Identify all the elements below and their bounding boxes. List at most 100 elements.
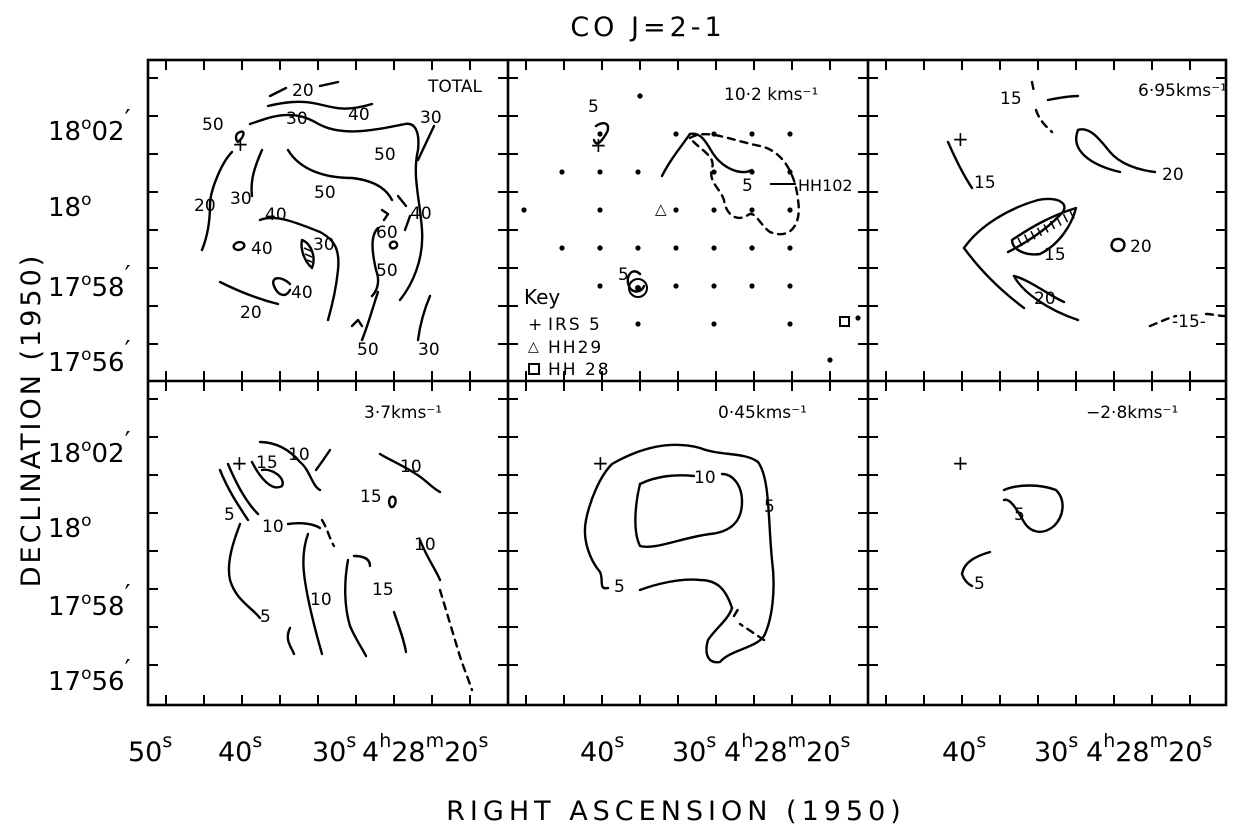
panel-label-vm28: −2·8kms⁻¹ [1086,403,1178,423]
clabel: 5 [1014,505,1025,525]
clabel: 30 [420,108,442,128]
key-symbol-hh28 [528,363,540,375]
clabel: 10 [694,468,716,488]
contour-5-left [218,468,250,522]
contour-30-low [416,294,432,342]
irs5-marker: + [952,127,969,151]
contour-15-left [946,140,974,190]
observed-points [521,93,861,363]
panel-frames [146,58,1228,707]
observed-point [597,245,603,251]
contour-40-mid [258,216,340,322]
contour-50-mid [286,148,394,202]
clabel: 10 [414,535,436,555]
tick-marks [148,60,1226,705]
clabel: 5 [742,176,753,196]
hh102-label: HH102 [798,176,853,195]
observed-point [673,245,679,251]
x-axis-label: RIGHT ASCENSION (1950) [446,796,906,827]
contour-5-outer [227,522,262,620]
observed-point [749,283,755,289]
panel-vm28: −2·8kms⁻¹ 5 5 + [952,403,1178,594]
observed-point [787,169,793,175]
contour-5-ridge [660,132,692,178]
ra-label-30-c2: 30s [672,730,716,768]
clabel: 50 [202,115,224,135]
contour-20-upper-inner [1075,128,1122,174]
clabel: 30 [230,189,252,209]
hh29-marker: △ [655,200,667,218]
clabel: 15 [1044,245,1066,265]
observed-point [673,283,679,289]
panel-label-v045: 0·45kms⁻¹ [718,403,807,423]
observed-point [749,207,755,213]
clabel: 15 [974,173,996,193]
panel-v10: 10·2 kms⁻¹ HH102 5 5 5 + △ Key + IRS 5 △… [521,85,861,380]
contour-50-low [360,290,380,342]
hatch-marks-total [303,247,313,263]
contour-15-spine-top [352,554,372,568]
clabel: 5 [260,607,271,627]
observed-point [597,131,603,137]
dec-label-17-58-b: 17o58′ [48,580,131,622]
observed-point [787,245,793,251]
clabel: 40 [265,205,287,225]
contour-hatched-mid [1010,206,1078,256]
observed-point [749,131,755,137]
clabel: 15 [256,453,278,473]
clabel: 50 [376,261,398,281]
dec-tick-labels-top: 18o02′ 18o 17o58′ 17o56′ [48,105,131,378]
observed-point [711,283,717,289]
contour-15-top [1046,94,1080,102]
ra-tick-labels: 50s 40s 30s 4h28m20s 40s 30s 4h28m20s 40… [128,730,1212,768]
clabel: 30 [286,109,308,129]
clabel: 10 [262,517,284,537]
ra-label-4h28m20s: 4h28m20s [362,730,488,768]
clabel: 50 [374,145,396,165]
clabel: 5 [224,505,235,525]
observed-point [673,131,679,137]
contour-60-region [370,226,380,298]
clabel: 5 [764,497,775,517]
contour-40-right [396,194,412,232]
dec-label-18-02: 18o02′ [48,105,131,147]
clabel: 5 [974,574,985,594]
clabel: 20 [240,303,262,323]
contour-break [380,208,390,222]
observed-point [855,315,861,321]
clabel: 20 [292,81,314,101]
contour-10-top-r [314,448,332,472]
clabel: 50 [357,340,379,360]
clabel: 10 [288,445,310,465]
clabel: 5 [614,577,625,597]
clabel: 15 [372,580,394,600]
observed-point [597,207,603,213]
observed-point [749,245,755,251]
key-symbol-irs5: + [528,315,542,335]
observed-point [559,245,565,251]
observed-point [787,321,793,327]
dec-label-18-b: 18o [48,511,92,544]
contour-20-top [268,80,340,98]
ra-label-4h28m20s-c2: 4h28m20s [724,730,850,768]
observed-point [711,245,717,251]
dec-label-18-02-b: 18o02′ [48,427,131,469]
observed-point [597,283,603,289]
y-axis-label: DECLINATION (1950) [16,253,47,588]
legend-key: Key + IRS 5 △ HH29 HH 28 [524,285,609,380]
contour-5-outer [610,443,775,664]
contour-10-mid [286,522,322,530]
contour-15-mid [962,197,1066,254]
contour-10-spine [302,532,324,656]
contour-15-low [392,610,408,654]
contour-5-upper [1002,484,1064,533]
contour-ring-c40 [272,277,292,297]
observed-point [521,207,527,213]
panel-label-v37: 3·7kms⁻¹ [364,403,442,423]
contour-5-bottom [638,578,734,610]
key-symbol-hh29: △ [528,339,539,355]
irs5-marker: + [231,451,248,475]
clabel: 20 [194,196,216,216]
dec-label-17-56-b: 17o56′ [48,655,131,697]
